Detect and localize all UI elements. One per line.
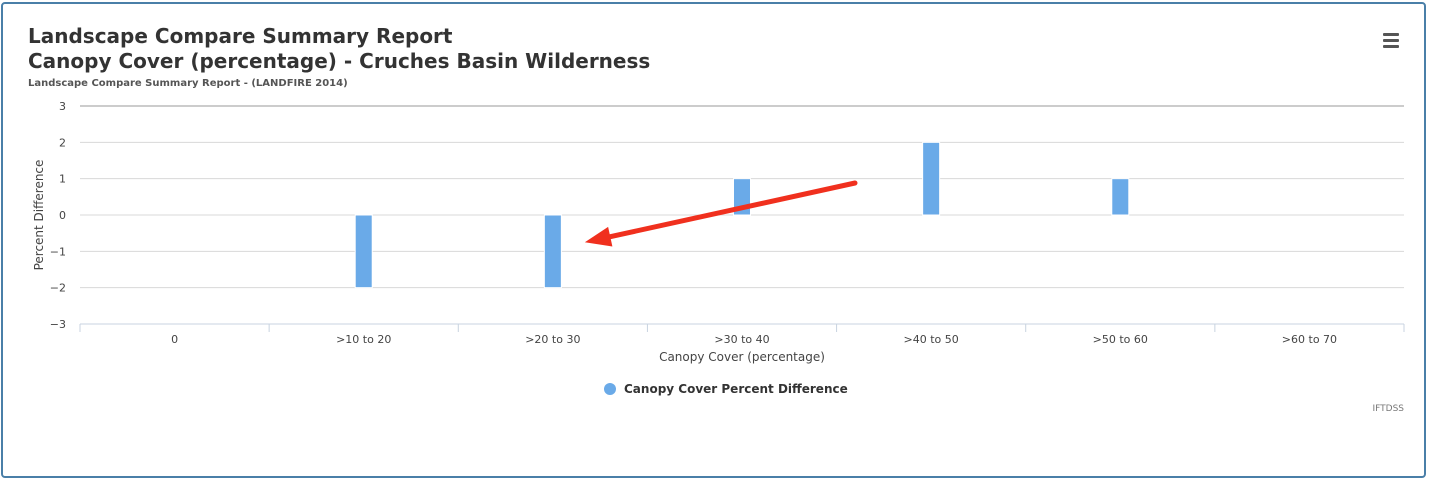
x-tick-label: >40 to 50	[904, 333, 959, 346]
x-tick-label: >60 to 70	[1282, 333, 1337, 346]
bars	[354, 141, 1130, 289]
x-tick-label: >20 to 30	[525, 333, 580, 346]
y-tick-label: −1	[50, 245, 66, 258]
y-tick-label: 1	[59, 173, 66, 186]
x-tick-label: 0	[171, 333, 178, 346]
grid-lines	[80, 105, 1404, 289]
chart-title-line-2: Canopy Cover (percentage) - Cruches Basi…	[28, 49, 651, 73]
annotation-arrow	[584, 180, 858, 247]
legend-item[interactable]: Canopy Cover Percent Difference	[604, 382, 848, 396]
menu-line	[1383, 44, 1399, 48]
legend-label: Canopy Cover Percent Difference	[624, 382, 848, 396]
x-axis: 0 >10 to 20 >20 to 30 >30 to 40 >40 to 50 >50…	[79, 323, 1405, 346]
chart-subtitle: Landscape Compare Summary Report - (LAND…	[28, 78, 348, 89]
bar[interactable]	[1111, 178, 1130, 216]
chart-credit: IFTDSS	[1372, 404, 1404, 414]
y-tick-label: 3	[59, 100, 66, 113]
bar[interactable]	[543, 214, 562, 289]
legend-symbol	[604, 383, 616, 395]
x-tick-label: >10 to 20	[336, 333, 391, 346]
bar[interactable]	[922, 141, 941, 216]
bar[interactable]	[354, 214, 373, 289]
menu-line	[1383, 32, 1399, 36]
y-tick-label: 0	[59, 209, 66, 222]
chart-title: Landscape Compare Summary Report Canopy …	[28, 24, 650, 74]
y-tick-label: −3	[50, 318, 66, 331]
x-axis-title: Canopy Cover (percentage)	[659, 350, 825, 364]
arrow-head	[584, 226, 613, 247]
y-axis-title: Percent Difference	[32, 160, 46, 271]
x-tick-label: >30 to 40	[714, 333, 769, 346]
chart-title-line-1: Landscape Compare Summary Report	[28, 24, 453, 48]
y-tick-label: 2	[59, 136, 66, 149]
x-tick-label: >50 to 60	[1093, 333, 1148, 346]
menu-line	[1383, 38, 1399, 42]
y-axis-ticks: 3 2 1 0 −1 −2 −3	[50, 100, 66, 331]
y-tick-label: −2	[50, 282, 66, 295]
hamburger-menu-icon[interactable]	[1378, 28, 1404, 52]
arrow-shaft	[607, 180, 858, 240]
